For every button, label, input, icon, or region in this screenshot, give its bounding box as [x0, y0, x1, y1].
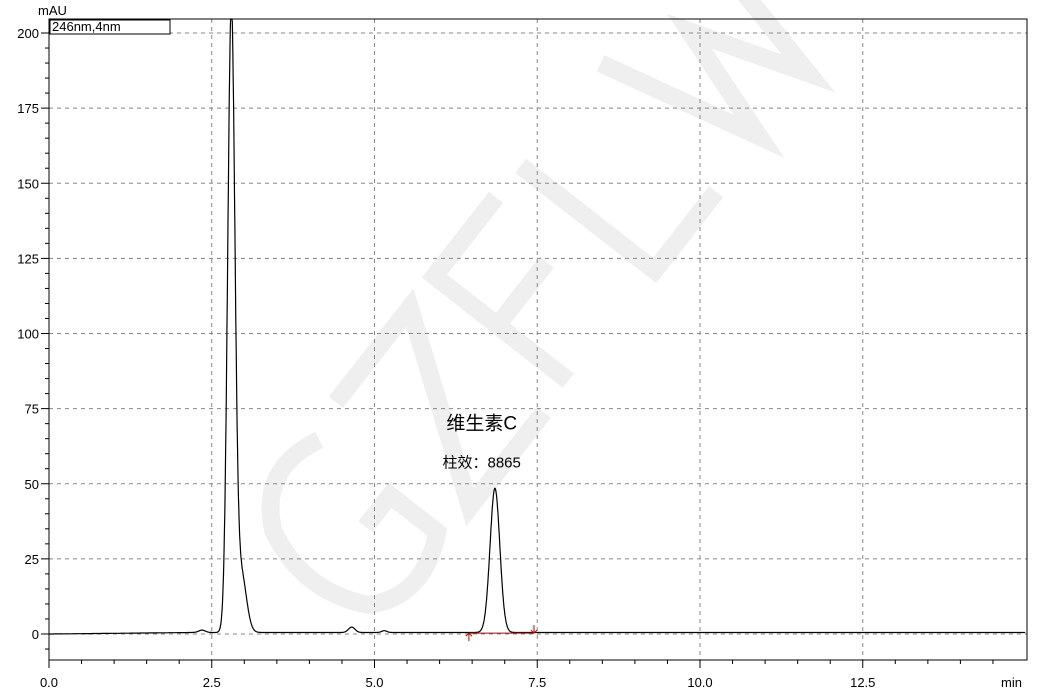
- watermark: [261, 0, 836, 614]
- channel-label: 246nm,4nm: [52, 19, 121, 34]
- y-tick-label: 100: [17, 327, 39, 342]
- plot-frame: [48, 18, 1028, 661]
- y-tick-label: 50: [25, 477, 39, 492]
- x-axis-label: min: [1001, 675, 1022, 690]
- peak-label-efficiency: 柱效：8865: [442, 455, 520, 472]
- x-tick-label: 12.5: [850, 675, 875, 690]
- x-tick-label: 2.5: [203, 675, 221, 690]
- integration-end-marker: [530, 625, 538, 634]
- watermark-letter-z: [328, 288, 551, 527]
- x-tick-label: 0.0: [40, 675, 58, 690]
- channel-label-box: [49, 19, 171, 35]
- y-tick-label: 125: [17, 251, 39, 266]
- watermark-letter-w: [596, 0, 836, 158]
- y-tick-label: 0: [32, 627, 39, 642]
- y-tick-label: 175: [17, 101, 39, 116]
- x-tick-label: 5.0: [365, 675, 383, 690]
- y-tick-label: 150: [17, 176, 39, 191]
- integration-start-marker: [465, 632, 473, 642]
- watermark-letter-f: [421, 191, 574, 388]
- y-tick-label: 75: [25, 402, 39, 417]
- peak-label-compound: 维生素C: [446, 413, 517, 435]
- watermark-letter-l: [515, 158, 724, 284]
- x-tick-label: 7.5: [528, 675, 546, 690]
- y-tick-label: 200: [17, 26, 39, 41]
- watermark-letter-g: [261, 431, 448, 614]
- y-tick-label: 25: [25, 552, 39, 567]
- x-tick-label: 10.0: [687, 675, 712, 690]
- y-axis-label: mAU: [38, 3, 67, 18]
- chromatogram-trace: [49, 18, 1026, 635]
